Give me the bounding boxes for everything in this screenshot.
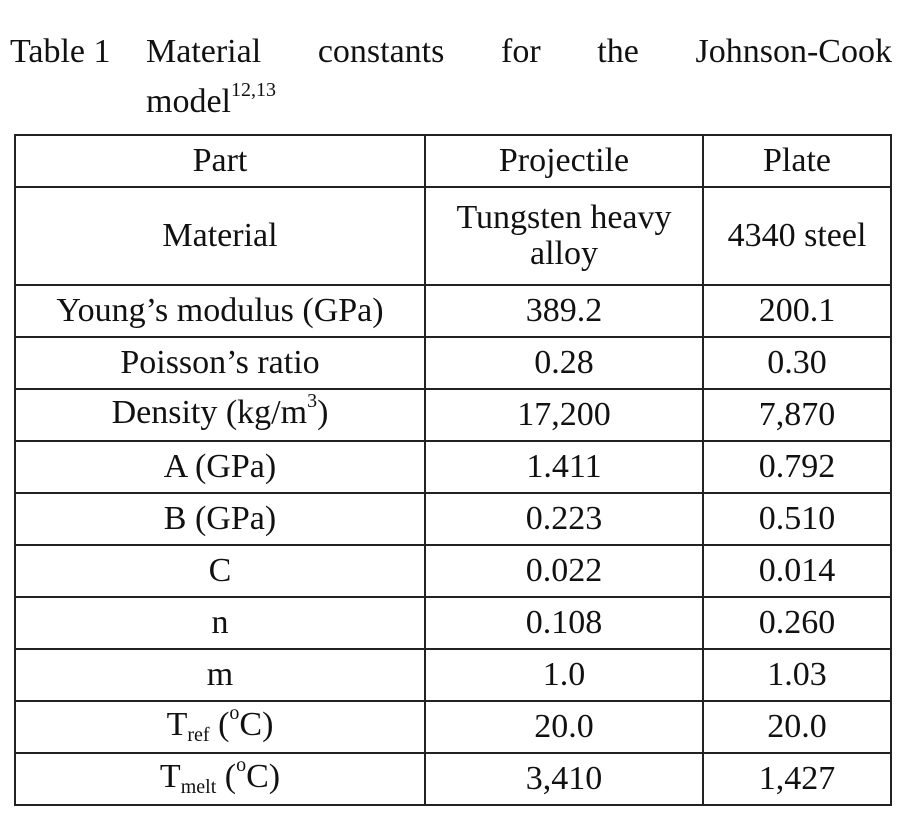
table-header-row: Part Projectile Plate — [14, 134, 892, 188]
label-text: T — [159, 758, 181, 795]
plate-value: 0.260 — [702, 596, 892, 650]
projectile-value: 0.108 — [424, 596, 704, 650]
projectile-value: 17,200 — [424, 388, 704, 442]
projectile-value: 0.022 — [424, 544, 704, 598]
row-label: B (GPa) — [14, 492, 426, 546]
row-label: n — [14, 596, 426, 650]
table-row-a: A (GPa) 1.411 0.792 — [14, 440, 892, 494]
label-superscript: o — [236, 754, 247, 776]
table-row-b: B (GPa) 0.223 0.510 — [14, 492, 892, 546]
label-superscript: o — [229, 702, 240, 724]
table-row-density: Density (kg/m3) 17,200 7,870 — [14, 388, 892, 442]
projectile-value: 0.223 — [424, 492, 704, 546]
row-label: m — [14, 648, 426, 702]
caption-word: Johnson-Cook — [695, 33, 892, 70]
plate-value: 1,427 — [702, 752, 892, 806]
caption-word: Material — [146, 33, 262, 70]
table-row-t-melt: Tmelt (oC) 3,410 1,427 — [14, 752, 892, 806]
label-text: ( — [209, 706, 230, 743]
label-text: C) — [246, 758, 281, 795]
label-text: C) — [239, 706, 274, 743]
plate-value: 0.014 — [702, 544, 892, 598]
caption-line-1: Table 1 Material constants for the Johns… — [10, 27, 892, 77]
plate-value: 0.792 — [702, 440, 892, 494]
plate-value: 1.03 — [702, 648, 892, 702]
plate-value: 200.1 — [702, 284, 892, 338]
table-caption: Table 1 Material constants for the Johns… — [10, 27, 892, 131]
projectile-value: 20.0 — [424, 700, 704, 754]
row-label: Material — [14, 186, 426, 286]
plate-value: 7,870 — [702, 388, 892, 442]
caption-word: the — [597, 33, 639, 70]
table-row-n: n 0.108 0.260 — [14, 596, 892, 650]
row-label: C — [14, 544, 426, 598]
plate-value: 0.30 — [702, 336, 892, 390]
table-row-m: m 1.0 1.03 — [14, 648, 892, 702]
row-label: Tmelt (oC) — [14, 752, 426, 806]
label-text: Density (kg/m — [111, 394, 308, 431]
table-row-t-ref: Tref (oC) 20.0 20.0 — [14, 700, 892, 754]
label-text: T — [166, 706, 188, 743]
table-row-material: Material Tungsten heavy alloy 4340 steel — [14, 186, 892, 286]
projectile-value: 3,410 — [424, 752, 704, 806]
row-label: Density (kg/m3) — [14, 388, 426, 442]
caption-word: model — [146, 83, 231, 120]
table-row-c: C 0.022 0.014 — [14, 544, 892, 598]
material-constants-table: Part Projectile Plate Material Tungsten … — [14, 134, 892, 806]
caption-word: constants — [317, 33, 445, 70]
table-row-poissons-ratio: Poisson’s ratio 0.28 0.30 — [14, 336, 892, 390]
plate-value: 0.510 — [702, 492, 892, 546]
header-cell-part: Part — [14, 134, 426, 188]
projectile-value: Tungsten heavy alloy — [424, 186, 704, 286]
projectile-value: 0.28 — [424, 336, 704, 390]
row-label: A (GPa) — [14, 440, 426, 494]
label-subscript: melt — [180, 776, 217, 798]
header-cell-projectile: Projectile — [424, 134, 704, 188]
label-subscript: ref — [187, 724, 210, 746]
row-label: Young’s modulus (GPa) — [14, 284, 426, 338]
plate-value: 4340 steel — [702, 186, 892, 286]
caption-line-2: model12,13 — [10, 77, 892, 131]
projectile-value: 389.2 — [424, 284, 704, 338]
caption-word: for — [501, 33, 541, 70]
caption-table-number: Table 1 — [10, 33, 111, 70]
table-row-youngs-modulus: Young’s modulus (GPa) 389.2 200.1 — [14, 284, 892, 338]
plate-value: 20.0 — [702, 700, 892, 754]
caption-title-words: Material constants for the Johnson-Cook — [146, 27, 892, 77]
projectile-value: 1.411 — [424, 440, 704, 494]
row-label: Poisson’s ratio — [14, 336, 426, 390]
row-label: Tref (oC) — [14, 700, 426, 754]
header-cell-plate: Plate — [702, 134, 892, 188]
label-text: ( — [216, 758, 237, 795]
caption-reference: 12,13 — [230, 79, 276, 101]
label-text: ) — [317, 394, 329, 431]
label-superscript: 3 — [307, 390, 318, 412]
projectile-value: 1.0 — [424, 648, 704, 702]
